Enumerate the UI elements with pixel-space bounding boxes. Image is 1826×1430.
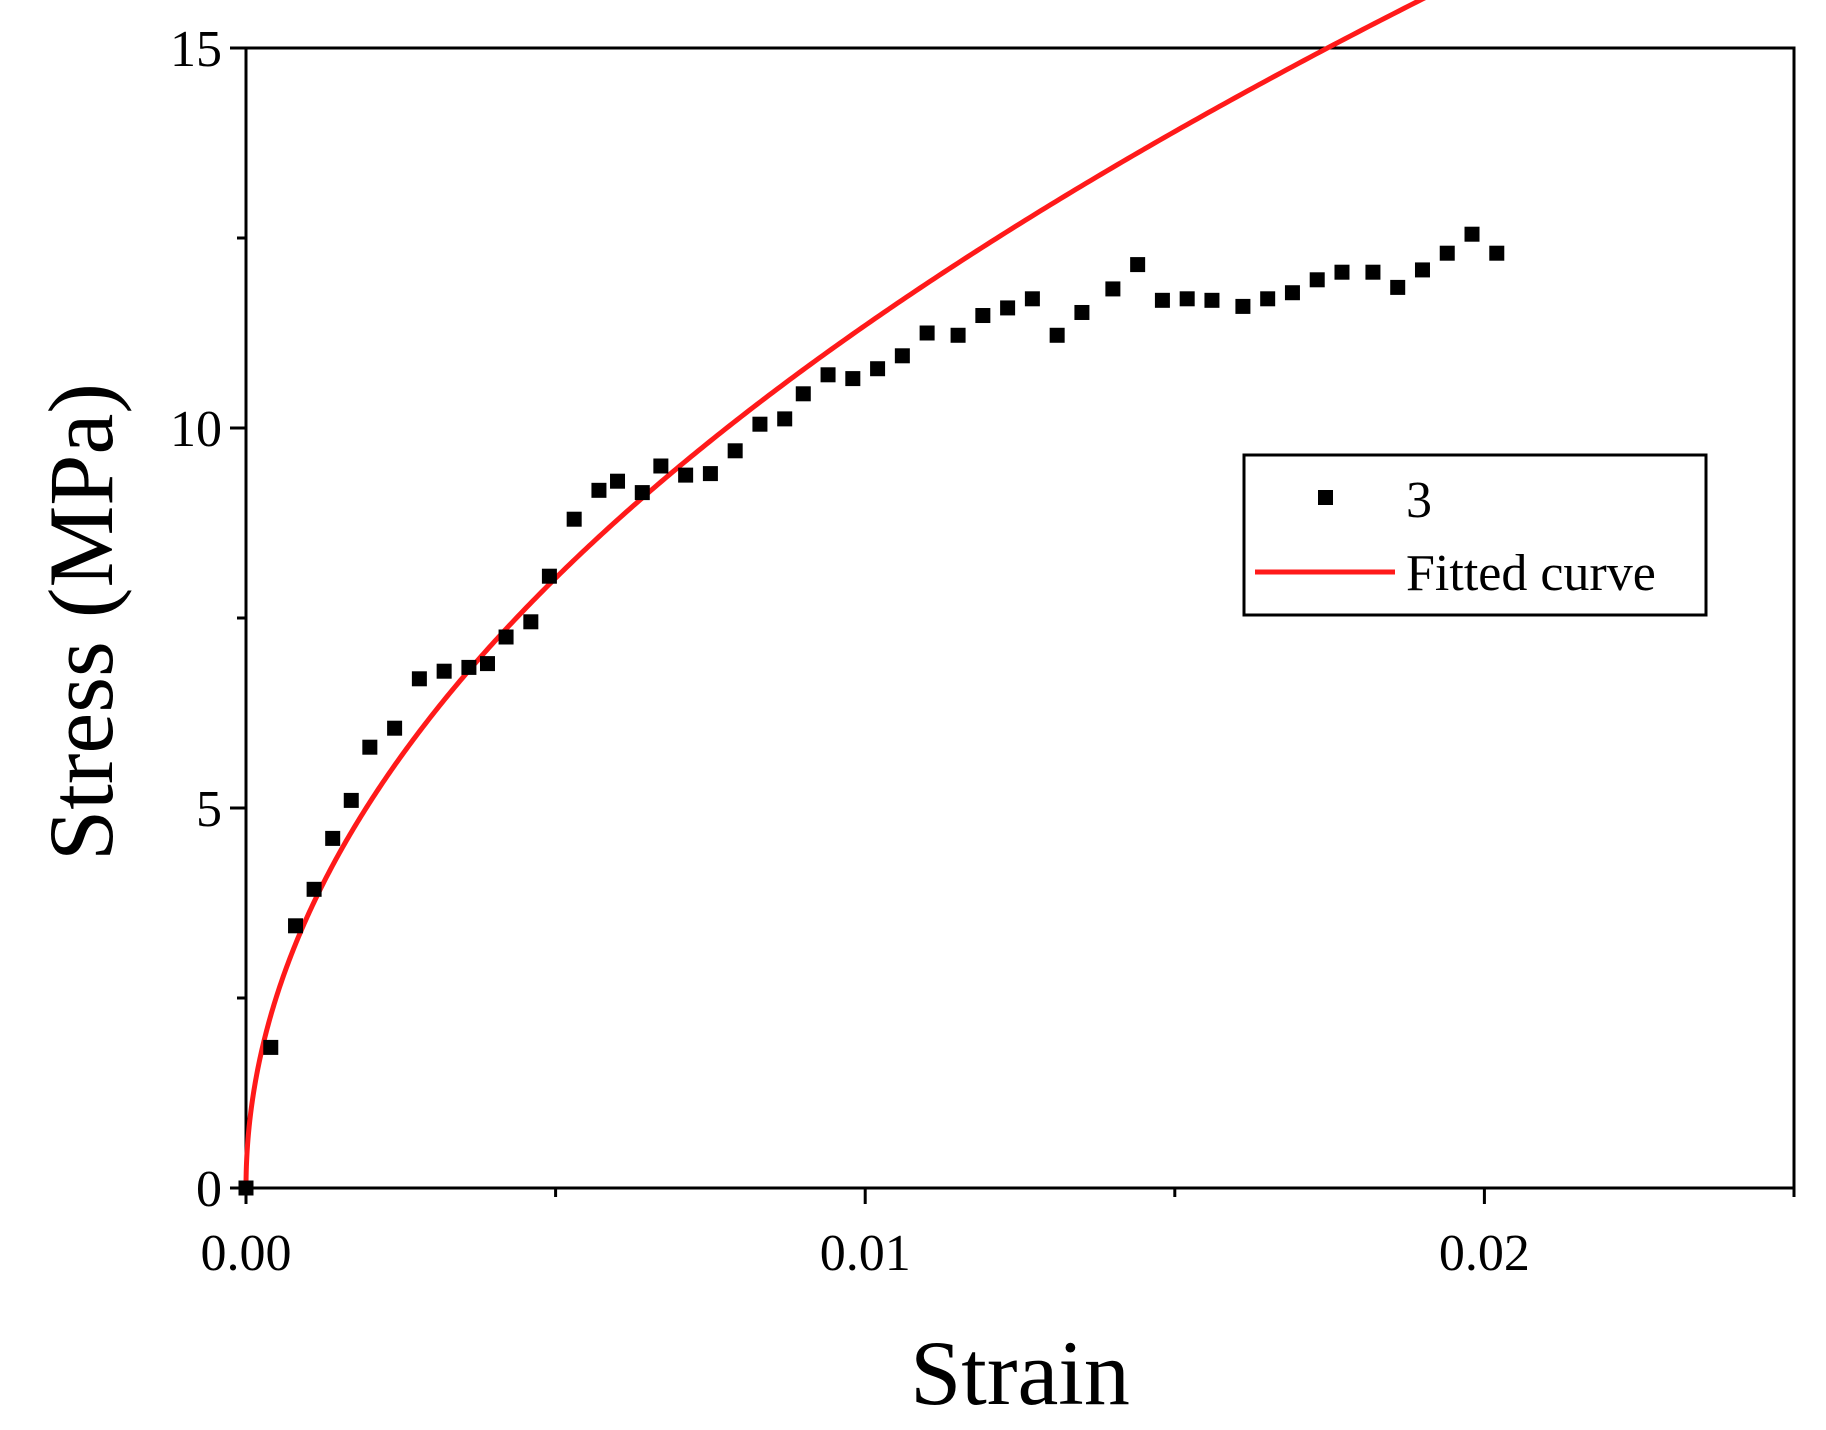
y-tick-label: 5 [196,781,222,838]
x-axis-title: Strain [910,1322,1130,1424]
data-point [795,386,811,402]
data-point [845,371,861,387]
data-point [306,881,322,897]
data-point [343,792,359,808]
data-point [288,918,304,934]
data-point [1105,281,1121,297]
y-tick-label: 10 [170,401,222,458]
data-point [1284,285,1300,301]
data-point [523,614,539,630]
data-point [1179,291,1195,307]
x-tick-label: 0.01 [820,1225,911,1282]
y-tick-label: 15 [170,21,222,78]
data-point [634,485,650,501]
data-point [894,348,910,364]
data-point [461,659,477,675]
plot-area-border [244,46,1796,1190]
y-axis-title: Stress (MPa) [30,383,132,861]
plot-frame [244,46,1796,1190]
data-point [702,466,718,482]
data-point [263,1039,279,1055]
legend: 3 Fitted curve [1242,453,1708,617]
data-point [678,467,694,483]
x-tick-label: 0.02 [1439,1225,1530,1282]
fitted-curve-layer [243,0,1427,1189]
data-point [975,308,991,324]
legend-label-fitted-curve: Fitted curve [1406,545,1656,602]
data-point [1414,262,1430,278]
data-point [1024,291,1040,307]
data-point [566,511,582,527]
axis-ticks: 0.00 0.01 0.02 0 5 10 15 [170,21,1796,1282]
data-point [1260,291,1276,307]
legend-marker-square [1318,490,1333,505]
data-point [1439,245,1455,261]
data-point [479,656,495,672]
legend-box [1242,453,1708,617]
data-point [653,458,669,474]
data-point [541,568,557,584]
data-point [752,416,768,432]
data-point [1204,292,1220,308]
data-point [919,325,935,341]
data-point [1390,279,1406,295]
data-point [1489,245,1505,261]
data-point [1235,298,1251,314]
data-point [777,411,793,427]
data-point [1365,264,1381,280]
data-point [950,327,966,343]
data-point [436,663,452,679]
data-point [498,629,514,645]
x-tick-label: 0.00 [201,1225,292,1282]
data-point [1000,300,1016,316]
data-point [727,443,743,459]
data-point [1154,292,1170,308]
data-point [610,473,626,489]
y-tick-label: 0 [196,1161,222,1218]
data-point [411,671,427,687]
data-point [325,830,341,846]
data-point [1309,272,1325,288]
data-point [820,367,836,383]
data-point [362,739,378,755]
legend-label-series-3: 3 [1406,472,1432,529]
data-points-layer [238,226,1505,1196]
data-point [1464,226,1480,242]
data-point [591,482,607,498]
data-point [1334,264,1350,280]
data-point [387,720,403,736]
data-point [870,361,886,377]
data-point [1074,304,1090,320]
data-point [1049,327,1065,343]
data-point [1130,257,1146,273]
fitted-curve-line [243,0,1427,1189]
